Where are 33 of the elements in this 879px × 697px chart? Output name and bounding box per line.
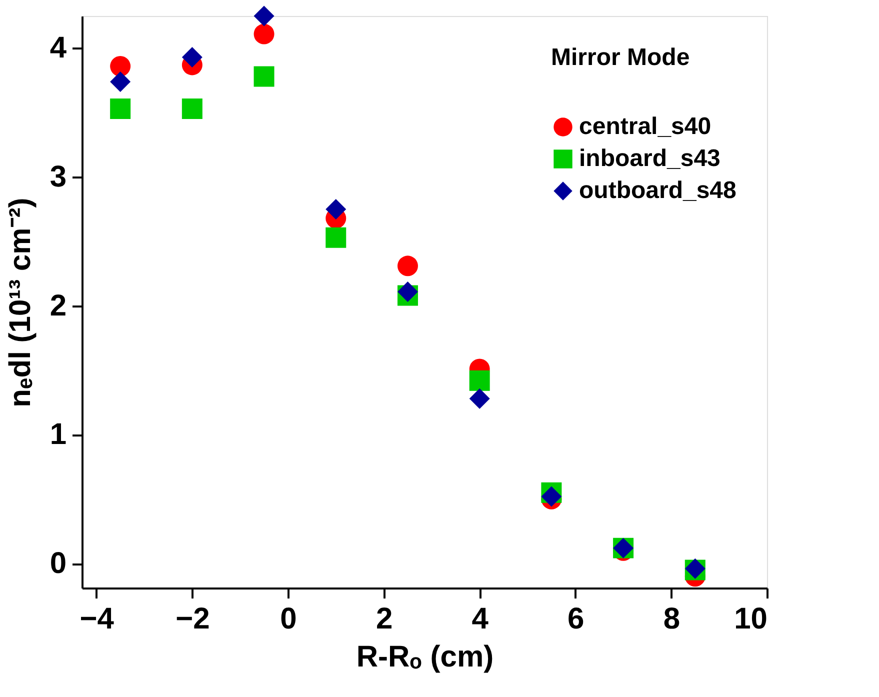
point: [254, 66, 274, 87]
point: [110, 56, 131, 76]
x-tick-label: 4: [472, 602, 489, 636]
y-tick-label: 4: [50, 32, 67, 65]
y-tick-label: 0: [50, 547, 66, 580]
y-tick-label: 2: [50, 289, 66, 322]
point: [110, 98, 131, 120]
point: [397, 256, 418, 276]
point: [110, 71, 131, 92]
legend-label: central_s40: [579, 113, 712, 140]
y-tick-label: 1: [50, 418, 66, 452]
legend-title: Mirror Mode: [551, 44, 690, 71]
point: [469, 388, 490, 409]
y-axis-title: nₑdl (10¹³ cm⁻²): [4, 198, 37, 408]
legend-label: inboard_s43: [579, 145, 720, 172]
x-tick-label: −2: [176, 602, 210, 636]
point: [254, 24, 274, 44]
point: [254, 6, 274, 26]
point: [397, 281, 418, 302]
x-tick-label: 0: [280, 602, 297, 636]
y-tick-label: 3: [50, 160, 66, 194]
x-tick-label: 6: [568, 602, 584, 636]
x-tick-label: 8: [663, 602, 680, 636]
point: [326, 227, 346, 248]
point: [326, 198, 346, 220]
x-axis-title: R-Rₒ (cm): [356, 640, 494, 674]
point: [469, 370, 490, 391]
x-tick-label: 2: [376, 602, 393, 636]
x-tick-label: −4: [80, 602, 114, 636]
x-tick-label: 10: [734, 602, 768, 636]
point: [182, 46, 202, 68]
legend-label: outboard_s48: [579, 177, 736, 204]
point: [182, 98, 202, 120]
